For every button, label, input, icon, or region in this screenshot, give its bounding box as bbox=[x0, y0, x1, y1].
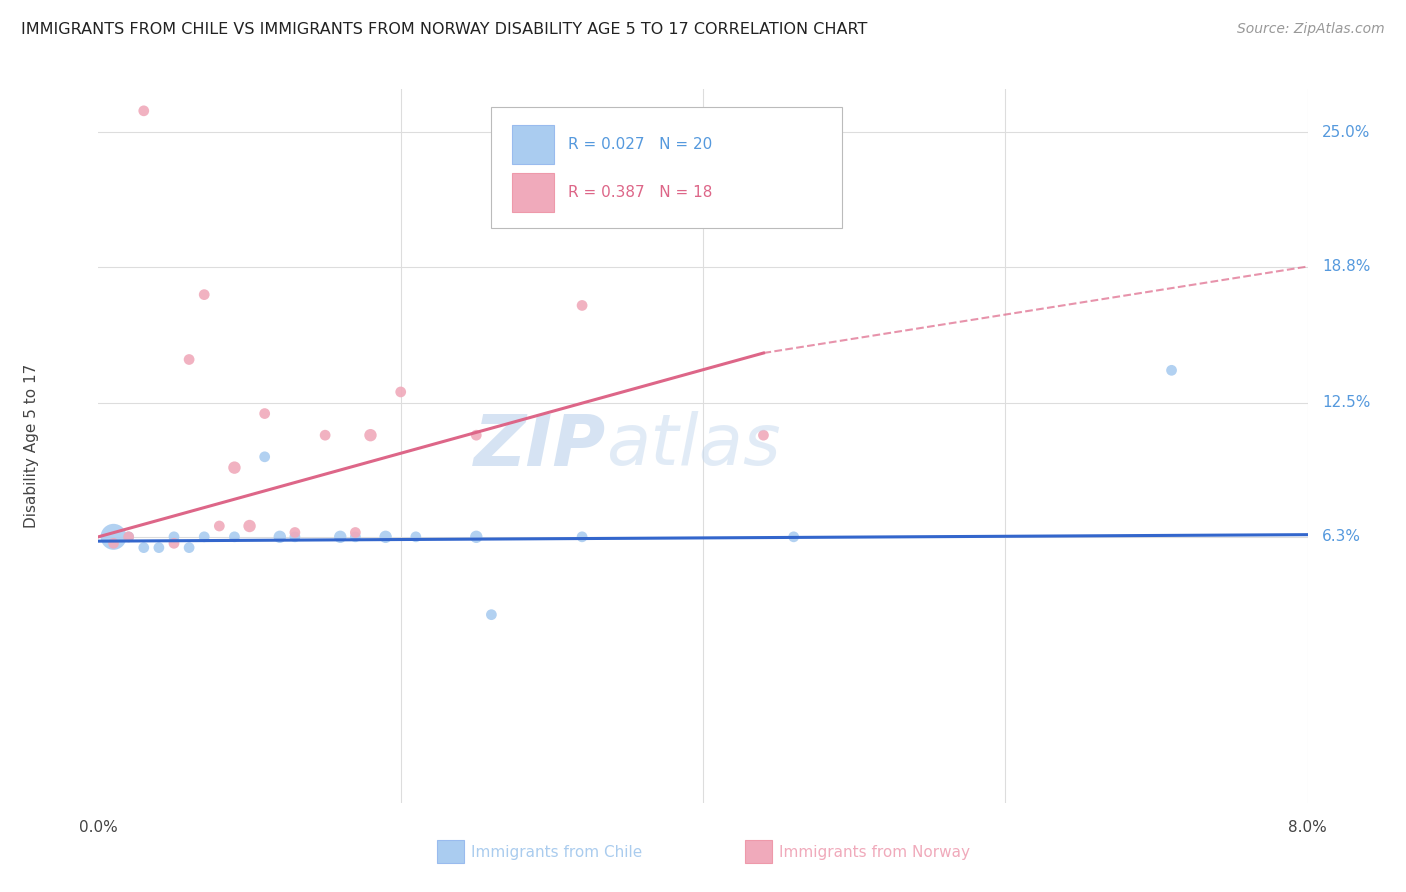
Point bbox=[269, 530, 291, 544]
FancyBboxPatch shape bbox=[492, 107, 842, 228]
Point bbox=[179, 541, 201, 555]
Point bbox=[103, 536, 125, 550]
Text: Immigrants from Chile: Immigrants from Chile bbox=[471, 845, 643, 860]
Point bbox=[163, 530, 186, 544]
Point bbox=[314, 428, 336, 442]
Point bbox=[179, 352, 201, 367]
Point bbox=[118, 530, 141, 544]
Point bbox=[224, 530, 246, 544]
Point bbox=[148, 541, 170, 555]
Text: 8.0%: 8.0% bbox=[1288, 820, 1327, 835]
Point bbox=[465, 428, 488, 442]
Point bbox=[465, 530, 488, 544]
Text: Disability Age 5 to 17: Disability Age 5 to 17 bbox=[24, 364, 39, 528]
Text: 25.0%: 25.0% bbox=[1322, 125, 1371, 140]
Text: 0.0%: 0.0% bbox=[79, 820, 118, 835]
Point bbox=[208, 519, 231, 533]
Point bbox=[374, 530, 396, 544]
Point bbox=[752, 428, 775, 442]
Text: IMMIGRANTS FROM CHILE VS IMMIGRANTS FROM NORWAY DISABILITY AGE 5 TO 17 CORRELATI: IMMIGRANTS FROM CHILE VS IMMIGRANTS FROM… bbox=[21, 22, 868, 37]
Point bbox=[132, 541, 155, 555]
Point bbox=[284, 530, 307, 544]
Text: R = 0.387   N = 18: R = 0.387 N = 18 bbox=[568, 185, 711, 200]
Text: 6.3%: 6.3% bbox=[1322, 529, 1361, 544]
FancyBboxPatch shape bbox=[437, 840, 464, 863]
Text: atlas: atlas bbox=[606, 411, 780, 481]
Point bbox=[571, 530, 593, 544]
Text: 18.8%: 18.8% bbox=[1322, 259, 1371, 274]
FancyBboxPatch shape bbox=[512, 173, 554, 212]
Text: Immigrants from Norway: Immigrants from Norway bbox=[779, 845, 970, 860]
Point bbox=[118, 530, 141, 544]
Point bbox=[193, 287, 215, 301]
Point bbox=[224, 460, 246, 475]
Text: ZIP: ZIP bbox=[474, 411, 606, 481]
Point bbox=[405, 530, 427, 544]
Text: Source: ZipAtlas.com: Source: ZipAtlas.com bbox=[1237, 22, 1385, 37]
Point bbox=[284, 525, 307, 540]
Point bbox=[103, 530, 125, 544]
Point bbox=[329, 530, 352, 544]
Point bbox=[132, 103, 155, 118]
FancyBboxPatch shape bbox=[745, 840, 772, 863]
Point bbox=[253, 450, 276, 464]
Point bbox=[479, 607, 503, 622]
Point bbox=[359, 428, 381, 442]
Text: 12.5%: 12.5% bbox=[1322, 395, 1371, 410]
Point bbox=[344, 530, 367, 544]
Point bbox=[389, 384, 412, 399]
Point bbox=[571, 298, 593, 312]
Point bbox=[239, 519, 262, 533]
Point bbox=[782, 530, 804, 544]
Text: R = 0.027   N = 20: R = 0.027 N = 20 bbox=[568, 137, 711, 152]
Point bbox=[344, 525, 367, 540]
FancyBboxPatch shape bbox=[512, 125, 554, 164]
Point bbox=[253, 407, 276, 421]
Point bbox=[1160, 363, 1182, 377]
Point bbox=[193, 530, 215, 544]
Point bbox=[163, 536, 186, 550]
